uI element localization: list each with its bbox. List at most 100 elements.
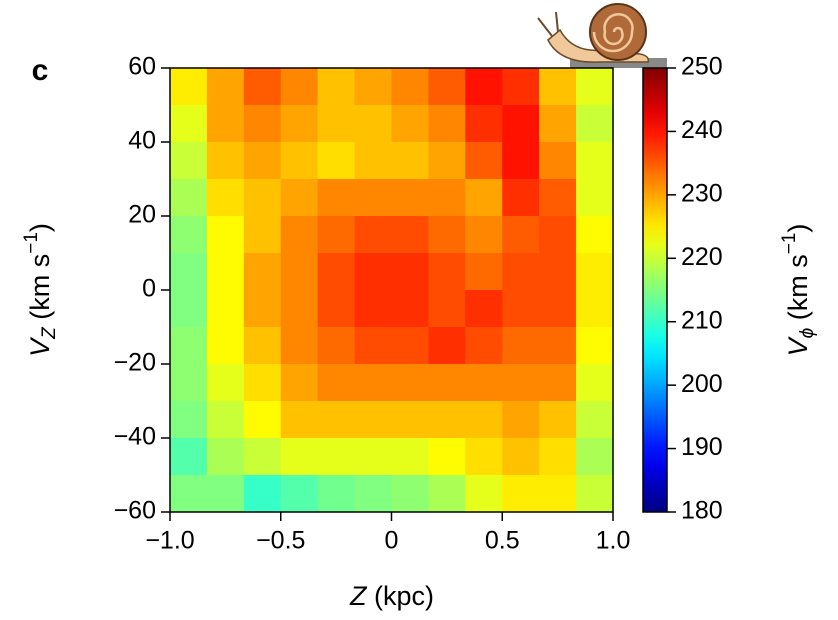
heatmap-cell xyxy=(391,290,429,328)
colorbar-tick-label: 180 xyxy=(681,497,723,525)
colorbar-label: Vϕ (km s−1) xyxy=(779,224,818,357)
heatmap-cell xyxy=(170,364,208,402)
heatmap-cell xyxy=(354,68,392,106)
heatmap-cell xyxy=(502,327,540,365)
heatmap-cell xyxy=(465,401,503,439)
heatmap-cell xyxy=(243,475,282,513)
y-tick-label: −60 xyxy=(114,497,156,525)
heatmap-cell xyxy=(170,142,208,180)
heatmap-cell xyxy=(354,179,392,217)
y-tick-label: 60 xyxy=(128,53,156,81)
heatmap-cell xyxy=(428,401,466,439)
heatmap-cell xyxy=(576,68,614,106)
heatmap-cell xyxy=(206,179,245,217)
heatmap-cell xyxy=(465,68,503,106)
snail-spiral xyxy=(592,13,634,53)
heatmap-cell xyxy=(280,364,319,402)
heatmap-cell xyxy=(502,475,540,513)
heatmap-cell xyxy=(206,401,245,439)
heatmap-cell xyxy=(317,179,356,217)
x-label-unit: (kpc) xyxy=(367,581,435,611)
y-tick-label: 40 xyxy=(128,127,156,155)
heatmap-cell xyxy=(317,68,356,106)
x-axis-label: Z (kpc) xyxy=(349,581,434,611)
heatmap-cell xyxy=(428,364,466,402)
heatmap-cell xyxy=(243,105,282,143)
heatmap-cell xyxy=(317,105,356,143)
heatmap-cell xyxy=(465,475,503,513)
heatmap-cell xyxy=(280,327,319,365)
heatmap-cell xyxy=(539,216,577,254)
heatmap-cell xyxy=(428,475,466,513)
heatmap-cell xyxy=(280,179,319,217)
heatmap-cell xyxy=(206,253,245,291)
heatmap-cell xyxy=(317,290,356,328)
heatmap-cell xyxy=(465,327,503,365)
cb-label-sub: ϕ xyxy=(797,328,818,339)
heatmap-cell xyxy=(539,105,577,143)
colorbar-tick-label: 210 xyxy=(681,306,723,334)
heatmap-cell xyxy=(206,475,245,513)
heatmap-cell xyxy=(280,68,319,106)
x-tick-label: 0 xyxy=(385,527,399,555)
heatmap-cell xyxy=(280,142,319,180)
heatmap-cell xyxy=(502,364,540,402)
snail xyxy=(537,3,667,68)
heatmap-cell xyxy=(539,364,577,402)
heatmap-cell xyxy=(280,290,319,328)
heatmap-cell xyxy=(576,142,614,180)
heatmap-cell xyxy=(317,216,356,254)
x-tick-label: 1.0 xyxy=(596,527,631,555)
heatmap-cell xyxy=(170,68,208,106)
heatmap-cell xyxy=(170,179,208,217)
heatmap-cell xyxy=(465,179,503,217)
heatmap-cell xyxy=(502,179,540,217)
snail-horns xyxy=(537,11,559,37)
heatmap-cell xyxy=(465,253,503,291)
heatmap-cell xyxy=(354,142,392,180)
heatmap-cell xyxy=(465,105,503,143)
heatmap-cell xyxy=(428,253,466,291)
y-label-unit: (km s xyxy=(25,254,55,328)
heatmap-cell xyxy=(317,327,356,365)
heatmap-cell xyxy=(428,179,466,217)
heatmap-cell xyxy=(206,327,245,365)
colorbar-tick-label: 190 xyxy=(681,433,723,461)
heatmap-cell xyxy=(576,438,614,476)
y-axis-label: VZ (km s−1) xyxy=(21,223,60,357)
heatmap-cell xyxy=(170,253,208,291)
heatmap-cell xyxy=(243,253,282,291)
heatmap-cell xyxy=(428,105,466,143)
panel-label: c xyxy=(32,54,49,87)
heatmap-cell xyxy=(465,216,503,254)
heatmap-cell xyxy=(206,216,245,254)
heatmap-cell xyxy=(206,290,245,328)
heatmap-cell xyxy=(428,216,466,254)
heatmap-cell xyxy=(170,290,208,328)
heatmap-cell xyxy=(243,401,282,439)
heatmap-cell xyxy=(576,327,614,365)
heatmap-cell xyxy=(465,290,503,328)
heatmap-cell xyxy=(539,475,577,513)
y-label-exp: −1 xyxy=(21,232,42,254)
heatmap-cell xyxy=(576,105,614,143)
heatmap-cell xyxy=(391,438,429,476)
heatmap-cell xyxy=(391,364,429,402)
heatmap-cell xyxy=(206,364,245,402)
heatmap-cell xyxy=(280,438,319,476)
heatmap-cell xyxy=(206,68,245,106)
heatmap-cell xyxy=(576,364,614,402)
colorbar-tick-label: 250 xyxy=(681,53,723,81)
heatmap-cell xyxy=(576,253,614,291)
heatmap-cell xyxy=(391,401,429,439)
heatmap-cell xyxy=(502,142,540,180)
heatmap-cell xyxy=(539,327,577,365)
y-tick-label: 0 xyxy=(142,275,156,303)
heatmap-cell xyxy=(391,475,429,513)
heatmap-cell xyxy=(391,327,429,365)
heatmap-cell xyxy=(391,142,429,180)
heatmap-cell xyxy=(206,142,245,180)
heatmap-cell xyxy=(502,68,540,106)
heatmap-cell xyxy=(391,179,429,217)
heatmap-cell xyxy=(206,105,245,143)
